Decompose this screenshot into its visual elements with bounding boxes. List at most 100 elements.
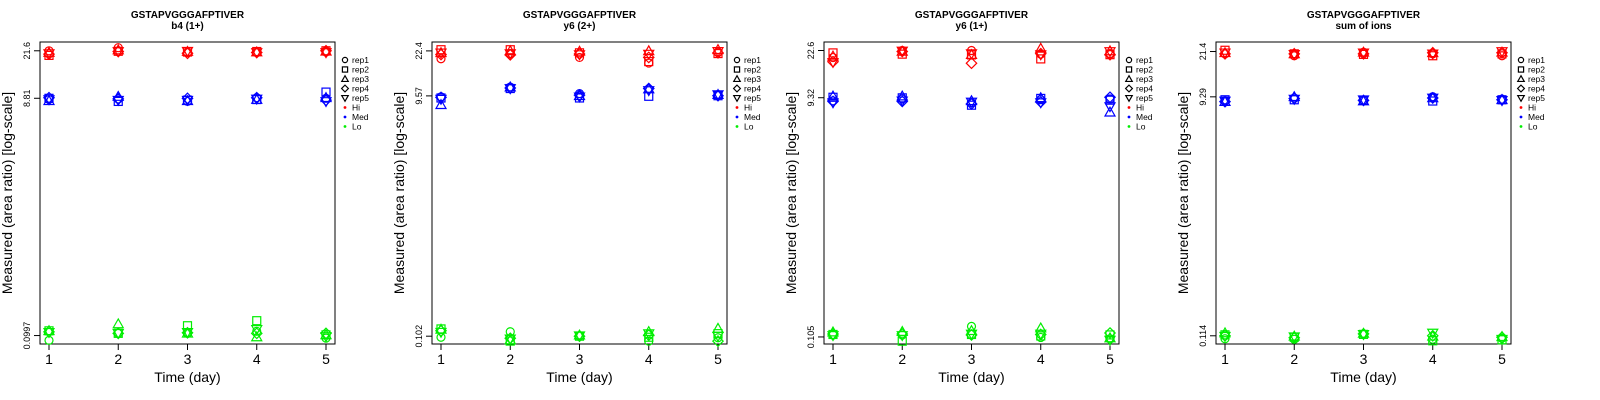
data-point-hi-rep5 [1495,47,1509,58]
data-point-lo-rep5 [1357,330,1370,341]
legend-symbol-rep3 [1124,74,1134,83]
legend-symbol-rep2 [341,66,349,73]
data-point-med-rep5 [711,90,725,101]
data-point-med-rep3 [965,94,978,106]
x-tick-label: 3 [1360,351,1368,367]
data-point-med-rep5 [250,94,263,106]
legend-dot-lo [735,125,739,128]
legend-label: Lo [1136,122,1146,132]
data-point-hi-rep5 [642,49,655,61]
data-point-med-rep5 [1357,95,1370,106]
y-tick-label: 0.105 [806,326,816,349]
legend-label: Lo [1528,122,1538,132]
data-point-med-rep5 [181,95,194,107]
legend-symbol-rep2 [1125,66,1133,73]
data-point-lo-rep5 [181,327,194,339]
data-point-hi-rep5 [711,47,725,58]
legend-dot-med [343,115,347,119]
legend-symbol-rep4 [732,84,742,93]
data-point-lo-rep5 [642,329,655,340]
data-point-med-rep4 [965,97,978,110]
x-tick-label: 5 [322,351,330,367]
legend-symbol-rep3 [1516,74,1526,83]
legend-symbol-rep5 [340,94,350,103]
data-point-med-rep3 [504,80,517,92]
data-point-hi-rep5 [319,48,333,59]
data-point-lo-rep4 [319,327,333,340]
data-point-lo-rep5 [504,334,517,346]
legend-dot-lo [1127,125,1131,128]
data-point-med-rep3 [573,89,586,101]
x-tick-label: 1 [45,351,53,367]
legend-symbol-rep1 [1125,56,1133,64]
data-point-hi-rep4 [181,47,194,60]
data-point-med-rep5 [573,92,586,104]
data-point-lo-rep5 [42,327,56,339]
data-point-hi-rep5 [434,48,448,60]
y-tick-label: 0.102 [414,325,424,348]
plot-frame [823,41,1120,345]
legend-label: Hi [352,103,360,113]
y-tick-label: 22.4 [414,42,424,60]
legend-symbol-rep4 [1124,84,1134,93]
data-point-med-rep5 [826,98,840,109]
data-point-hi-rep2 [1036,54,1046,64]
data-point-med-rep3 [711,88,725,99]
data-point-med-rep5 [112,95,125,107]
data-point-lo-rep5 [1495,334,1509,346]
legend-label: Med [1528,112,1545,122]
data-point-hi-rep5 [826,57,840,69]
x-tick-label: 5 [714,351,722,367]
data-point-med-rep2 [321,87,331,97]
data-point-med-rep3 [434,98,448,110]
legend-label: rep4 [1136,84,1153,94]
legend-label: Med [352,112,369,122]
data-point-hi-rep5 [1288,50,1301,61]
data-point-hi-rep5 [1034,50,1047,61]
data-point-hi-rep4 [965,57,978,70]
data-point-med-rep5 [319,97,333,108]
data-point-hi-rep5 [1103,47,1117,58]
legend-label: rep5 [1528,93,1545,103]
legend-label: rep1 [1528,55,1545,65]
data-point-lo-rep5 [573,331,586,342]
legend-dot-hi [735,106,739,109]
data-point-med-rep5 [896,96,909,107]
plot-frame [39,41,336,345]
legend-symbol-rep3 [340,74,350,83]
legend-label: rep1 [744,55,761,65]
legend-label: rep4 [352,84,369,94]
plot-frame [1215,41,1512,345]
data-point-lo-rep3 [1357,327,1370,338]
legend-label: Hi [1528,103,1536,113]
data-point-lo-rep3 [1034,321,1047,333]
legend-label: Hi [1136,103,1144,113]
data-point-med-rep5 [1103,102,1117,113]
data-point-med-rep5 [1218,96,1232,108]
x-tick-label: 3 [576,351,584,367]
chart-subtitle: y6 (2+) [564,21,596,32]
data-point-hi-rep5 [1357,48,1370,60]
legend-dot-lo [343,125,347,128]
y-tick-label: 8.81 [22,90,32,108]
y-tick-label: 9.29 [1198,88,1208,106]
data-point-lo-rep5 [1288,332,1301,343]
y-axis-label: Measured (area ratio) [log-scale] [783,92,799,294]
data-point-hi-rep2 [644,56,654,67]
data-point-lo-rep5 [896,331,909,342]
data-point-hi-rep3 [1034,42,1047,53]
y-tick-label: 9.57 [414,87,424,105]
data-point-hi-rep4 [642,51,655,64]
x-axis-label: Time (day) [938,369,1004,385]
data-point-hi-rep3 [250,45,263,57]
data-point-lo-rep2 [252,316,262,326]
y-tick-label: 21.6 [22,42,32,60]
data-point-hi-rep5 [181,46,194,58]
chart-subtitle: y6 (1+) [956,21,988,32]
legend-symbol-rep2 [733,66,741,73]
legend-label: rep4 [1528,84,1545,94]
data-point-lo-rep5 [1034,329,1047,341]
x-tick-label: 4 [253,351,261,367]
